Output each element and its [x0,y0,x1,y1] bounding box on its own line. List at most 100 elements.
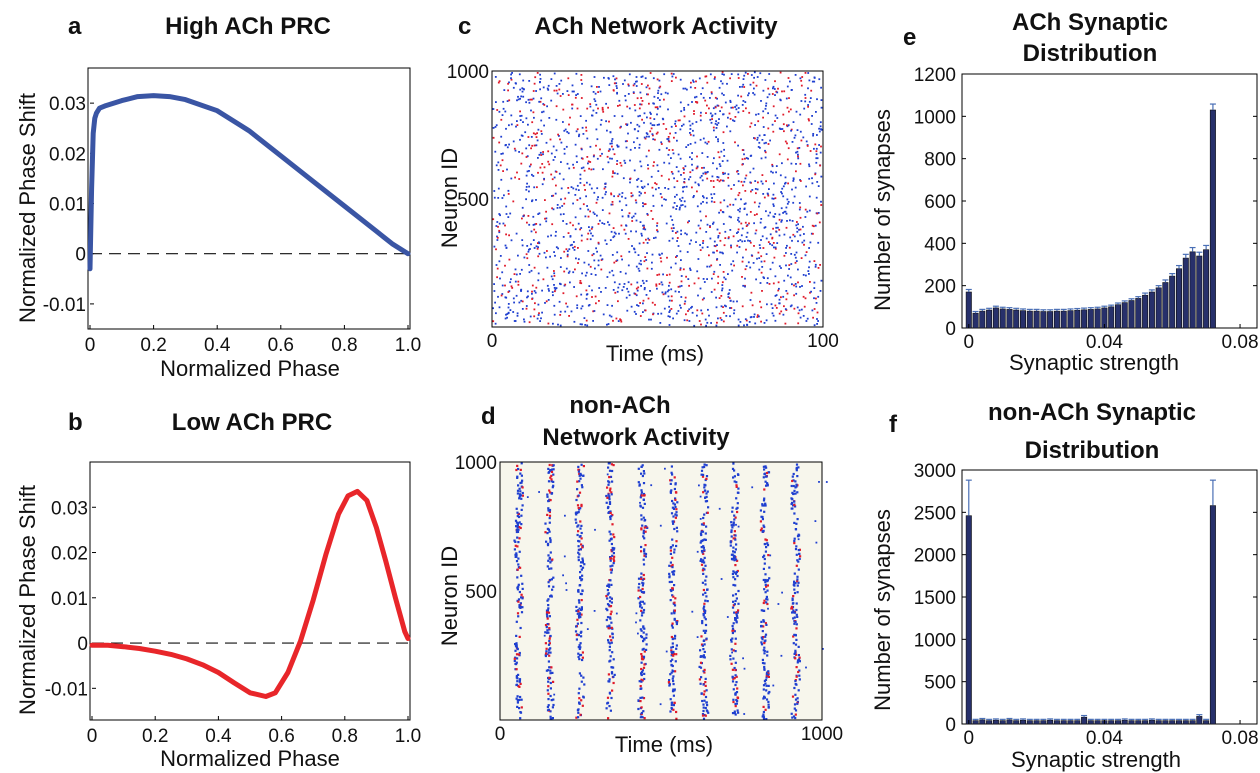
raster-spike-blue [550,595,553,598]
raster-spike-red [763,196,766,199]
raster-spike-blue [548,521,551,524]
raster-spike-blue [610,621,613,624]
raster-spike-blue [764,581,767,584]
raster-spike-blue [792,602,795,605]
raster-spike-blue [514,540,517,543]
raster-spike-blue [790,89,793,91]
raster-spike-blue [785,97,788,100]
raster-spike-blue [608,624,611,627]
raster-spike-blue [792,617,795,620]
histogram-bar [1169,720,1176,725]
raster-spike-red [800,257,803,259]
raster-spike-blue [624,272,627,275]
raster-spike-red [602,110,605,113]
raster-spike-blue [780,654,783,657]
raster-spike-blue [582,133,585,135]
raster-spike-blue [717,235,720,237]
raster-spike-red [722,306,724,308]
raster-spike-blue [538,241,540,244]
raster-spike-blue [742,284,745,287]
raster-spike-blue [546,623,549,626]
raster-spike-blue [703,656,706,659]
raster-spike-blue [641,506,645,509]
raster-spike-blue [671,219,674,221]
panel-b-ytick-label: 0 [77,634,88,655]
raster-spike-red [722,320,725,323]
histogram-bar [999,308,1006,329]
raster-spike-blue [759,247,762,249]
raster-spike-red [741,260,744,263]
raster-spike-blue [525,147,528,150]
raster-spike-red [584,189,586,191]
panel-a-xlabel: Normalized Phase [160,356,340,381]
raster-spike-blue [733,559,736,562]
raster-spike-blue [563,555,566,558]
raster-spike-red [581,704,584,707]
histogram-bar [1081,309,1088,329]
panel-e-ytick-label: 200 [924,277,956,298]
raster-spike-blue [701,246,704,249]
raster-spike-red [532,132,535,135]
raster-spike-red [732,649,735,652]
raster-spike-blue [733,480,736,483]
raster-spike-blue [803,107,806,110]
raster-spike-blue [516,536,519,539]
raster-spike-blue [702,572,705,575]
raster-spike-red [767,143,770,145]
raster-spike-blue [808,100,811,103]
raster-spike-blue [680,259,682,261]
raster-spike-blue [735,613,738,616]
raster-spike-blue [703,650,706,653]
raster-spike-blue [517,522,520,525]
raster-spike-blue [519,472,522,475]
raster-spike-blue [705,595,708,598]
raster-spike-blue [542,86,545,89]
raster-spike-blue [519,626,522,630]
raster-spike-red [548,637,551,640]
raster-spike-blue [751,189,754,191]
raster-spike-blue [670,589,673,593]
raster-spike-blue [608,692,612,695]
raster-spike-blue [520,698,523,701]
raster-spike-red [729,203,732,206]
raster-spike-blue [510,77,512,80]
raster-spike-red [563,250,566,253]
raster-spike-blue [549,255,551,258]
raster-spike-blue [691,122,694,125]
raster-spike-blue [566,90,569,92]
raster-spike-blue [669,482,672,485]
raster-spike-blue [778,234,781,237]
raster-spike-blue [668,162,671,165]
raster-spike-red [800,79,803,82]
raster-spike-blue [551,588,554,591]
raster-spike-blue [677,310,680,312]
raster-spike-blue [706,278,708,280]
raster-spike-blue [547,660,550,663]
raster-spike-red [735,484,738,487]
raster-spike-blue [578,135,580,138]
raster-spike-red [501,159,504,162]
raster-spike-blue [545,626,548,629]
raster-spike-blue [515,525,518,528]
histogram-bar [1074,720,1081,725]
raster-spike-red [755,192,757,195]
panel-a-ytick-label: 0.03 [49,94,86,115]
raster-spike-blue [807,72,810,74]
raster-spike-red [678,119,681,122]
raster-spike-blue [722,179,724,182]
raster-spike-red [528,321,531,324]
raster-spike-blue [765,698,769,701]
raster-spike-red [815,150,818,153]
raster-spike-blue [818,481,820,483]
raster-spike-red [787,182,789,185]
raster-spike-red [698,678,701,681]
raster-spike-blue [579,576,582,580]
raster-spike-blue [807,87,809,90]
raster-spike-blue [661,252,663,255]
raster-spike-red [532,111,535,114]
raster-spike-blue [710,121,713,124]
raster-spike-blue [582,166,585,169]
raster-spike-blue [495,312,497,315]
raster-spike-blue [583,261,586,264]
raster-spike-red [669,549,672,552]
